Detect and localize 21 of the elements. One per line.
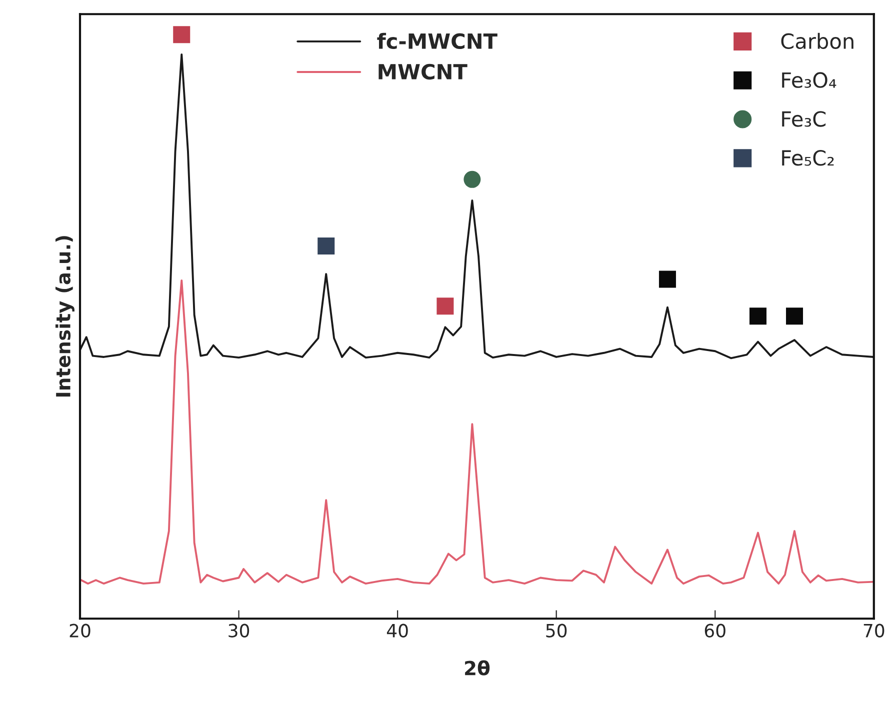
x-tick-label: 40	[386, 624, 408, 638]
point	[464, 170, 481, 188]
point	[786, 308, 804, 325]
x-tick-label: 30	[228, 624, 250, 638]
point	[436, 298, 454, 315]
legend-label: Fe₃O₄	[782, 72, 836, 88]
point	[318, 238, 335, 255]
x-tick-label: 70	[864, 624, 884, 638]
point	[749, 308, 766, 325]
legend-label: MWCNT	[378, 64, 468, 80]
x-tick-label: 60	[704, 624, 726, 638]
legend-label: Carbon	[781, 32, 854, 50]
legend-label: Fe₃C	[782, 111, 826, 127]
x-tick-label: 20	[70, 624, 90, 638]
point	[173, 26, 190, 44]
x-axis-title: 2θ	[465, 660, 490, 676]
y-axis-title: Intensity (a.u.)	[55, 236, 74, 397]
legend-label: Fe₅C₂	[782, 150, 834, 166]
legend-label: fc-MWCNT	[377, 32, 498, 50]
x-tick-label: 50	[546, 624, 567, 638]
point	[658, 270, 676, 288]
